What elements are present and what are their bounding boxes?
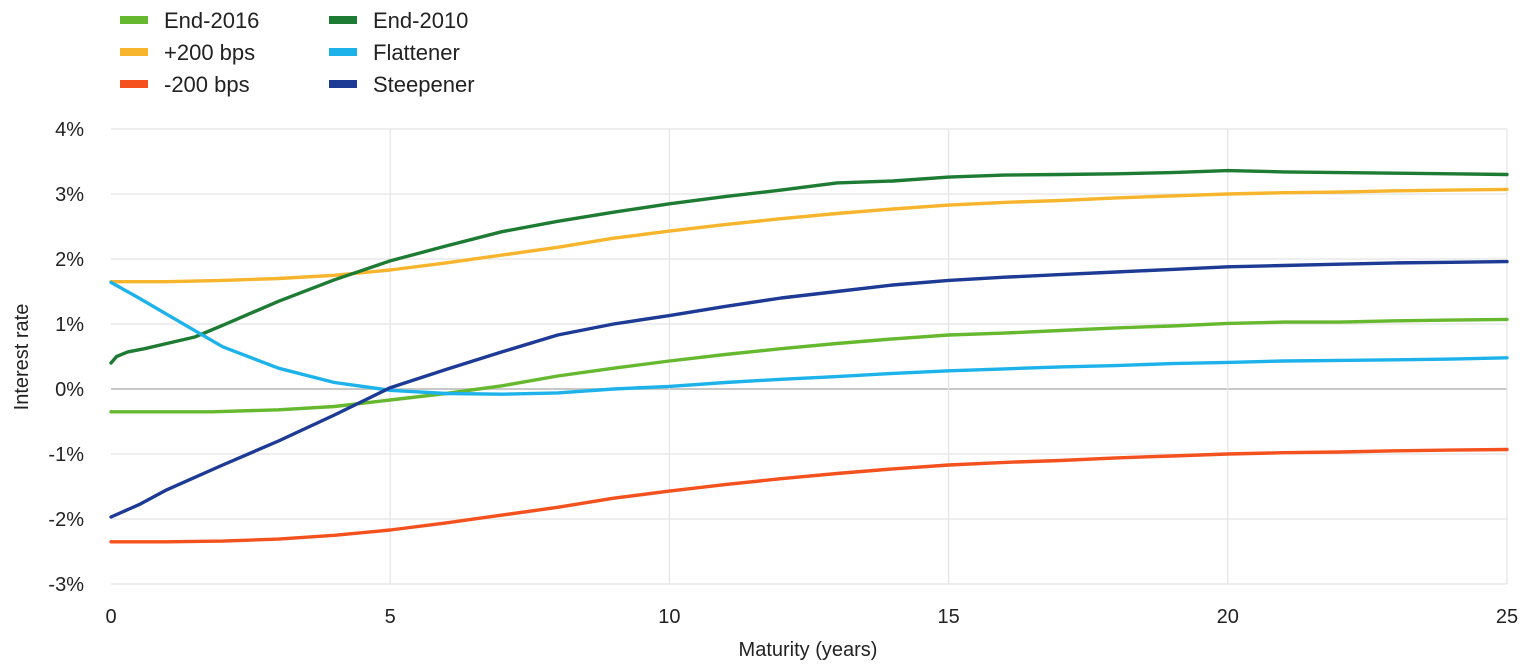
legend-label-200-bps: -200 bps <box>164 72 250 97</box>
series-line-200-bps <box>109 447 1509 544</box>
legend-label-end-2010: End-2010 <box>373 8 468 33</box>
legend-swatch-steepener <box>329 80 357 88</box>
y-tick-label: 0% <box>55 379 84 401</box>
y-tick-label: 4% <box>55 119 84 141</box>
x-tick-label: 0 <box>105 606 116 628</box>
series-lines <box>109 168 1509 544</box>
legend: End-2016 +200 bps -200 bps End-2010 Flattene… <box>120 8 475 97</box>
series-line-200-bps <box>109 187 1509 284</box>
y-tick-label: 1% <box>55 314 84 336</box>
grid <box>111 128 1508 585</box>
legend-label-end-2016: End-2016 <box>164 8 259 33</box>
x-tick-label: 20 <box>1217 606 1239 628</box>
y-tick-label: -1% <box>48 444 84 466</box>
series-line-end-2016 <box>109 317 1509 414</box>
legend-label-flattener: Flattener <box>373 40 460 65</box>
legend-label-200-bps: +200 bps <box>164 40 255 65</box>
x-tick-label: 5 <box>385 606 396 628</box>
y-tick-label: -2% <box>48 509 84 531</box>
legend-swatch-end-2016 <box>120 16 148 24</box>
y-axis-title: Interest rate <box>11 304 33 411</box>
y-tick-label: -3% <box>48 574 84 596</box>
x-axis-title: Maturity (years) <box>739 639 878 661</box>
legend-swatch-end-2010 <box>329 16 357 24</box>
series-line-flattener <box>109 280 1509 396</box>
axis-ticks: -3% -2% -1% 0% 1% 2% 3% 4% 0 5 10 15 20 25 <box>48 119 1518 628</box>
series-line-steepener <box>109 259 1509 519</box>
y-tick-label: 2% <box>55 249 84 271</box>
series-line-end-2010 <box>109 168 1509 365</box>
x-tick-label: 10 <box>658 606 680 628</box>
legend-label-steepener: Steepener <box>373 72 475 97</box>
x-tick-label: 25 <box>1496 606 1518 628</box>
legend-swatch-flattener <box>329 48 357 56</box>
x-tick-label: 15 <box>937 606 959 628</box>
legend-swatch-200-bps <box>120 80 148 88</box>
y-tick-label: 3% <box>55 184 84 206</box>
legend-swatch-200-bps <box>120 48 148 56</box>
